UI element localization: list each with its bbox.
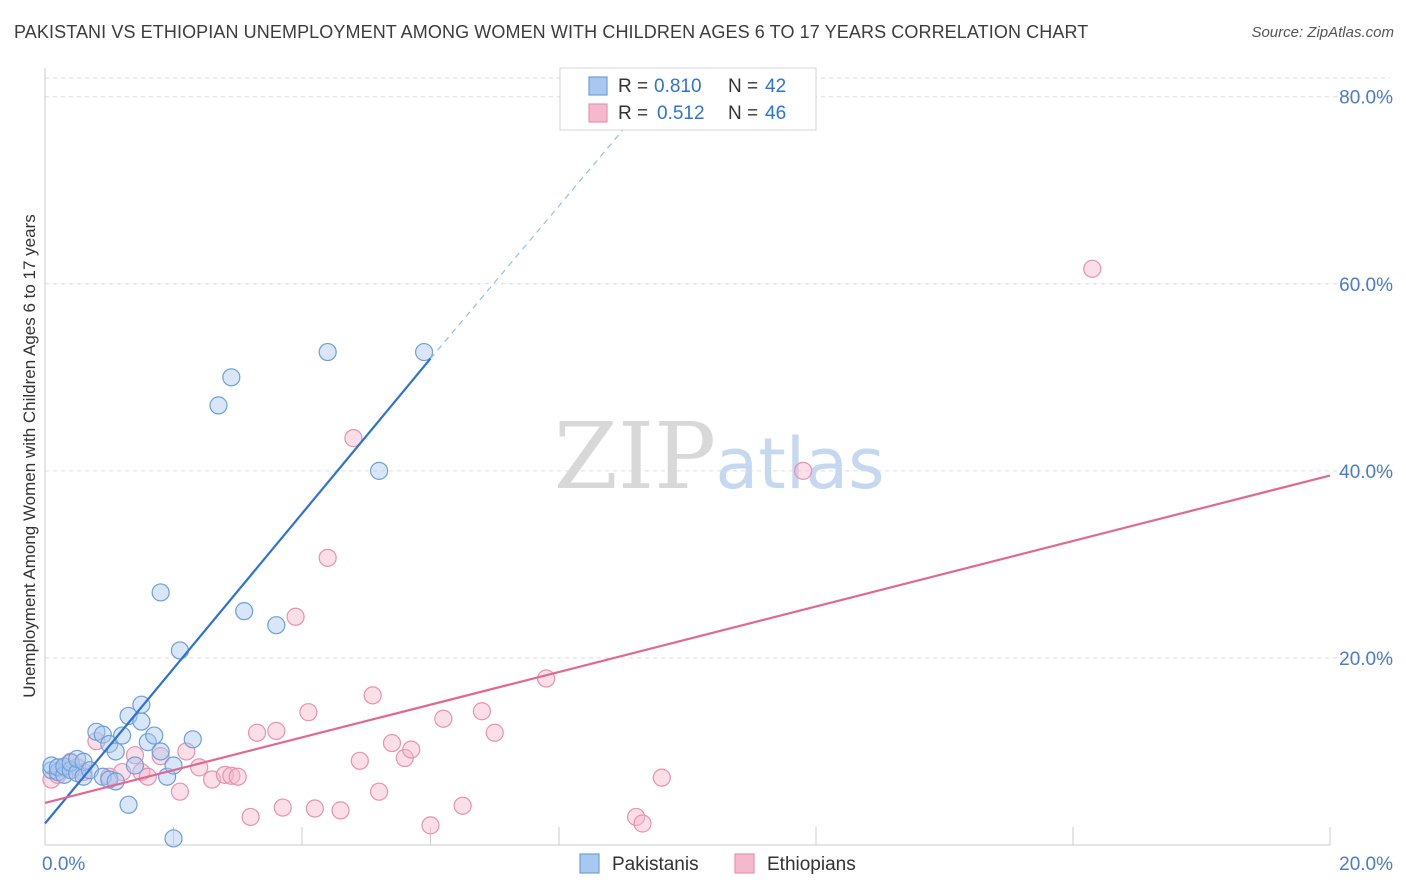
ethiopian-point xyxy=(794,461,813,480)
pakistani-point xyxy=(93,725,112,744)
y-tick-label-40: 40.0% xyxy=(1339,462,1393,483)
ethiopian-point xyxy=(273,798,292,817)
pakistani-trend-line xyxy=(44,357,432,825)
ethiopian-point xyxy=(267,721,286,740)
legend-n-value-ethiopian: 46 xyxy=(765,103,786,124)
pakistani-point xyxy=(125,756,145,775)
pakistani-point xyxy=(112,726,132,745)
watermark-atlas: atlas xyxy=(715,423,884,505)
pakistani-point xyxy=(209,396,228,415)
ethiopian-point xyxy=(626,807,646,827)
pakistani-point xyxy=(106,742,125,761)
trend-lines xyxy=(44,129,1331,825)
ethiopian-point xyxy=(331,801,350,820)
ethiopian-trend-line xyxy=(44,474,1331,804)
ethiopian-point xyxy=(363,686,382,705)
ethiopian-point xyxy=(241,807,260,827)
x-tick-label-0: 0.0% xyxy=(42,854,85,875)
legend-n-label-pakistani: N = xyxy=(728,76,758,97)
ethiopian-point xyxy=(286,607,305,626)
pakistani-point xyxy=(318,342,337,362)
legend-swatch-ethiopian xyxy=(588,103,608,123)
legend-n-label-ethiopian: N = xyxy=(728,103,758,124)
pakistani-point xyxy=(170,641,190,660)
legend-swatch-pakistani xyxy=(588,76,608,96)
x-tick-label-20: 20.0% xyxy=(1339,854,1393,875)
ethiopian-point xyxy=(344,429,363,448)
ethiopian-point xyxy=(350,751,369,770)
y-axis-label: Unemployment Among Women with Children A… xyxy=(20,214,39,698)
ethiopian-point xyxy=(299,703,318,722)
bottom-legend-label-pakistanis: Pakistanis xyxy=(612,854,699,875)
ethiopian-point xyxy=(318,548,337,567)
y-tick-label-60: 60.0% xyxy=(1339,275,1393,296)
legend-r-label-ethiopian: R = xyxy=(618,103,648,124)
bottom-legend-swatch-ethiopians xyxy=(734,853,755,874)
bottom-legend-swatch-pakistanis xyxy=(579,853,600,874)
pakistani-point xyxy=(42,756,61,775)
ethiopian-point xyxy=(652,768,671,787)
pakistani-trend-extension xyxy=(430,129,624,359)
ethiopian-point xyxy=(382,733,402,753)
pakistani-point xyxy=(414,342,434,362)
pakistani-point xyxy=(151,742,170,761)
y-tick-label-20: 20.0% xyxy=(1339,649,1393,670)
legend-n-value-pakistani: 42 xyxy=(765,76,786,97)
series-legend: Pakistanis Ethiopians xyxy=(579,853,856,875)
ethiopian-point xyxy=(305,799,324,818)
ethiopian-point xyxy=(485,723,504,742)
ethiopian-point xyxy=(247,723,267,742)
ethiopian-point xyxy=(472,702,491,721)
ethiopian-point xyxy=(537,669,556,688)
pakistani-point xyxy=(138,733,157,752)
legend-r-value-pakistani: 0.810 xyxy=(654,76,702,97)
ethiopian-points xyxy=(42,259,1102,835)
ethiopian-point xyxy=(125,746,145,765)
pakistani-point xyxy=(151,583,170,602)
pakistani-point xyxy=(164,829,183,848)
axes xyxy=(44,68,1331,846)
ethiopian-point xyxy=(370,782,389,801)
ethiopian-point xyxy=(228,767,247,786)
pakistani-point xyxy=(145,726,164,745)
ethiopian-point xyxy=(402,740,421,759)
watermark: ZIP atlas xyxy=(554,403,885,510)
pakistani-point xyxy=(222,368,241,387)
source-credit: Source: ZipAtlas.com xyxy=(1251,24,1394,41)
bottom-legend-label-ethiopians: Ethiopians xyxy=(767,854,856,875)
ethiopian-point xyxy=(170,782,190,801)
pakistani-point xyxy=(100,770,119,789)
ethiopian-point xyxy=(151,747,170,766)
watermark-zip: ZIP xyxy=(554,403,716,510)
correlation-legend: R = 0.810 N = 42 R = 0.512 N = 46 xyxy=(559,67,817,131)
tick-labels: 20.0% 40.0% 60.0% 80.0% 0.0% 20.0% xyxy=(42,88,1393,875)
chart-title: PAKISTANI VS ETHIOPIAN UNEMPLOYMENT AMON… xyxy=(14,22,1089,42)
pakistani-point xyxy=(267,616,286,635)
ethiopian-point xyxy=(222,766,241,785)
grid-lines xyxy=(45,77,1390,659)
ethiopian-point xyxy=(633,814,652,833)
pakistani-point xyxy=(235,602,254,621)
ethiopian-point xyxy=(1083,259,1102,278)
pakistani-point xyxy=(370,461,389,480)
ethiopian-point xyxy=(434,709,453,728)
pakistani-point xyxy=(183,730,202,749)
legend-r-label-pakistani: R = xyxy=(618,76,648,97)
pakistani-points xyxy=(42,342,434,848)
ethiopian-point xyxy=(453,796,472,815)
pakistani-point xyxy=(119,795,138,814)
legend-r-value-ethiopian: 0.512 xyxy=(657,103,705,124)
y-tick-label-80: 80.0% xyxy=(1339,88,1393,109)
ethiopian-point xyxy=(421,816,440,835)
